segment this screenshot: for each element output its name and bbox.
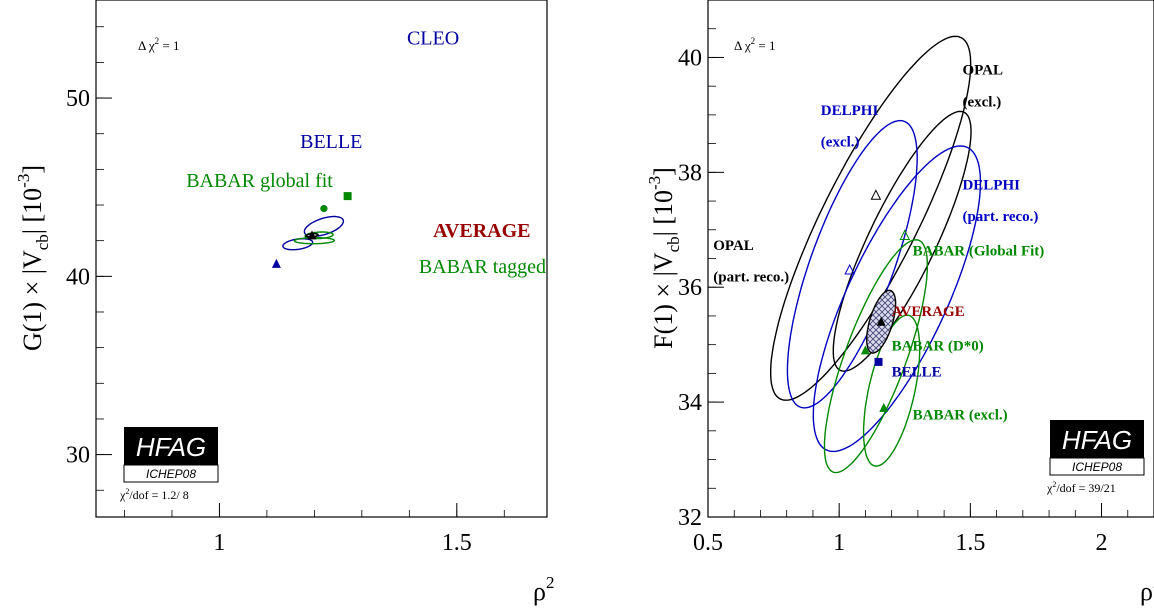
marker-triangle-open <box>870 189 882 200</box>
x-tick-label: 1.5 <box>442 530 472 556</box>
series-label: OPAL <box>713 238 754 254</box>
delta-chi2-label: Δ χ2 = 1 <box>734 36 776 53</box>
series-label: AVERAGE <box>433 220 530 242</box>
ellipse-delphi-part-reco- <box>812 145 982 453</box>
marker-square <box>874 357 883 366</box>
series-label: CLEO <box>407 28 459 50</box>
series-label: BABAR (excl.) <box>913 407 1008 423</box>
series-label: DELPHI <box>962 178 1020 194</box>
series-label: (part. reco.) <box>962 209 1038 225</box>
x-tick-label: 0.5 <box>693 530 723 556</box>
y-tick-label: 40 <box>678 45 702 71</box>
x-tick-label: 2 <box>1096 530 1108 556</box>
y-axis-title-part: ] <box>18 165 47 174</box>
series-label: AVERAGE <box>892 304 965 320</box>
hfag-sub-text: ICHEP08 <box>146 467 196 481</box>
x-tick-label: 1 <box>213 530 225 556</box>
marker-triangle-open <box>844 263 855 275</box>
y-axis-title: F(1) × |Vcb| [10-3] <box>645 167 683 349</box>
series-label: BABAR (Global Fit) <box>913 244 1045 260</box>
chi2-dof-label: χ2/dof = 39/21 <box>1046 480 1116 495</box>
superscript: 2 <box>1052 480 1056 489</box>
marker-triangle <box>879 402 889 412</box>
chart-panel-f-vcb: 0.5 1 1.5 2 32 34 36 38 40 OPAL (excl.) DELPHI (excl… <box>645 0 1154 606</box>
hfag-sub-text: ICHEP08 <box>1072 460 1122 474</box>
marker-triangle <box>876 316 886 326</box>
x-tick-label: 1.5 <box>955 530 985 556</box>
superscript: 2 <box>155 36 160 46</box>
y-tick-label: 38 <box>678 160 702 186</box>
chi2-dof-value: /dof = 39/21 <box>1056 481 1115 495</box>
y-axis-title-part: G(1) × |V <box>18 250 47 351</box>
marker-triangle <box>307 230 317 240</box>
delta-chi2-label: Δ χ2 = 1 <box>138 36 180 53</box>
ellipse-babar-excl- <box>862 314 921 467</box>
y-tick-label: 50 <box>66 86 90 112</box>
marker-circle <box>320 205 328 213</box>
y-axis-title-part: -3 <box>14 174 33 188</box>
y-tick-label: 34 <box>678 390 702 416</box>
superscript: 2 <box>751 36 756 46</box>
y-axis-title: G(1) × |Vcb| [10-3] <box>14 165 52 351</box>
chart-panel-g-vcb: 1 1.5 30 40 50 CLEO BELLE BABAR global fit AVERA… <box>14 0 554 606</box>
marker-triangle <box>271 258 281 268</box>
hfag-logo-text: HFAG <box>1062 425 1132 455</box>
ellipse-belle <box>282 237 314 251</box>
marker-triangle-open <box>899 229 911 241</box>
y-tick-label: 32 <box>678 505 702 531</box>
ellipse-babar-tagged <box>293 236 335 245</box>
series-label: DELPHI <box>821 103 879 119</box>
x-axis-title: ρ2 <box>1140 573 1154 606</box>
delta-chi2-value: = 1 <box>159 38 179 53</box>
y-tick-label: 40 <box>66 264 90 290</box>
plot-frame <box>95 0 548 518</box>
series-label: BELLE <box>300 131 362 153</box>
hfag-logo-box <box>124 427 218 465</box>
delta-chi2-value: = 1 <box>755 38 775 53</box>
chi2-dof-value: /dof = 1.2/ 8 <box>129 488 188 502</box>
chi2-dof-label: χ2/dof = 1.2/ 8 <box>119 487 189 502</box>
superscript: 2 <box>546 573 555 592</box>
y-axis-title-part: | [10 <box>18 188 47 234</box>
series-label: (excl.) <box>962 94 1001 110</box>
ellipse-delphi-excl- <box>786 119 918 409</box>
hfag-sub-box <box>1049 457 1145 476</box>
ellipse-babar-global-fit- <box>823 239 928 474</box>
series-label: BABAR tagged <box>419 256 546 278</box>
x-tick-label: 1 <box>833 530 845 556</box>
series-label: BELLE <box>892 364 942 380</box>
y-tick-label: 30 <box>66 443 90 469</box>
marker-triangle <box>860 345 870 355</box>
hfag-sub-box <box>123 464 219 483</box>
y-axis-title-part: | [10 <box>649 190 678 236</box>
y-axis-title-part: -3 <box>645 176 664 190</box>
series-label: (excl.) <box>821 134 860 150</box>
series-label: BABAR global fit <box>186 170 333 192</box>
series-label: BABAR (D*0) <box>892 338 984 354</box>
series-label: OPAL <box>962 63 1003 79</box>
y-axis-title-part: cb <box>664 236 683 252</box>
y-axis-title-part: cb <box>33 234 52 250</box>
superscript: 2 <box>125 487 129 496</box>
x-axis-title: ρ2 <box>533 573 554 606</box>
series-label: (part. reco.) <box>713 269 789 285</box>
ellipse-opal-excl- <box>770 35 972 401</box>
y-axis-title-part: ] <box>649 167 678 176</box>
y-axis-title-part: F(1) × |V <box>649 252 678 349</box>
hfag-logo-text: HFAG <box>136 432 206 462</box>
y-tick-label: 36 <box>678 275 702 301</box>
superscript: 2 <box>1153 573 1154 592</box>
ellipse-opal-part-reco- <box>832 110 972 372</box>
hfag-logo-box <box>1050 420 1144 458</box>
marker-square <box>343 192 352 201</box>
